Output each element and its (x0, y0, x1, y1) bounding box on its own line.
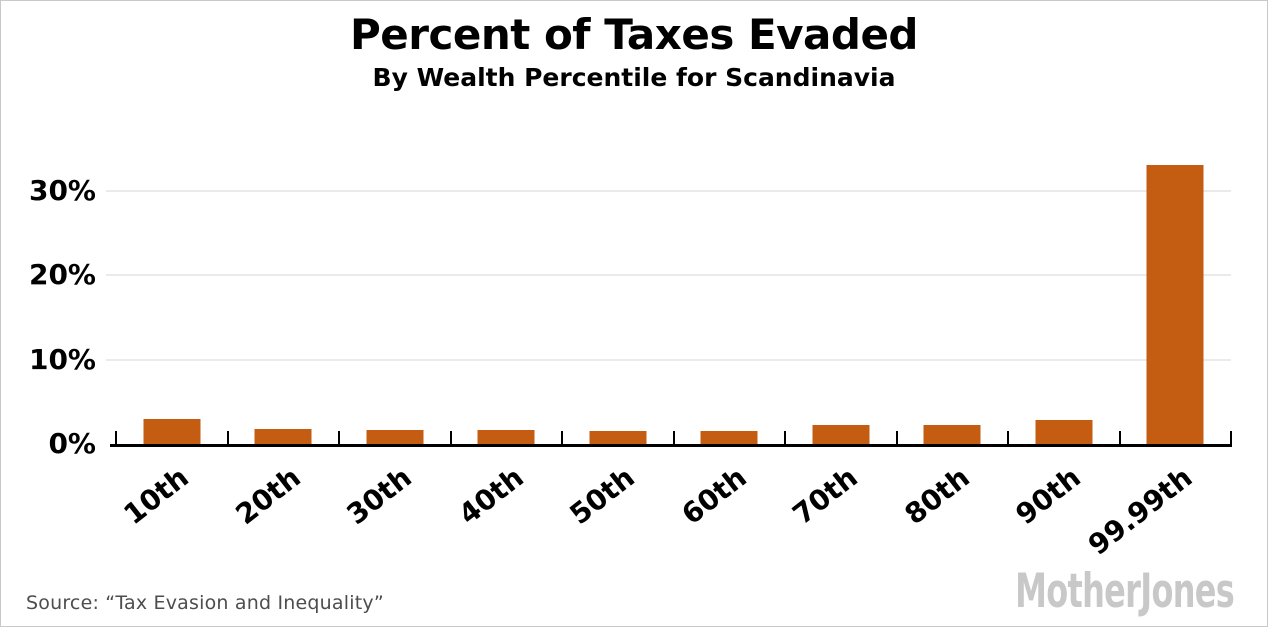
x-tick-label-20th: 20th (229, 460, 307, 532)
bar-slot-60th: 60th (674, 151, 786, 531)
x-tick-label-70th: 70th (786, 460, 865, 532)
bar-slot-10th: 10th (116, 151, 228, 531)
x-axis-tick-4 (561, 431, 563, 444)
x-axis-tick-6 (784, 431, 786, 444)
bar-slot-70th: 70th (785, 151, 897, 531)
bar-slot-30th: 30th (339, 151, 451, 531)
x-axis-tick-3 (449, 431, 452, 444)
bar-40th (477, 429, 535, 444)
bar-slot-50th: 50th (562, 151, 674, 531)
x-axis-line (110, 444, 1232, 447)
plot-area: 0% 10% 20% 30% 10th 20th 30th 40th 50th 60th 70th… (29, 151, 1232, 562)
x-tick-label-10th: 10th (117, 460, 196, 532)
bar-20th (254, 428, 312, 444)
bar-80th (923, 424, 981, 444)
x-tick-label-60th: 60th (675, 460, 753, 532)
y-tick-label-30%: 30% (28, 173, 96, 207)
bar-slot-40th: 40th (451, 151, 563, 531)
x-tick-label-99.99th: 99.99th (1082, 460, 1199, 562)
x-tick-label-90th: 90th (1009, 460, 1088, 532)
x-axis-tick-2 (338, 431, 340, 444)
bar-slot-99.99th: 99.99th (1082, 151, 1232, 562)
x-tick-label-40th: 40th (452, 460, 530, 532)
source-note: Source: “Tax Evasion and Inequality” (26, 592, 384, 614)
bar-50th (589, 430, 647, 444)
gridline-20% (106, 274, 1231, 277)
bar-slot-80th: 80th (897, 151, 1009, 531)
x-axis-tick-1 (226, 431, 229, 444)
x-tick-label-30th: 30th (340, 460, 419, 532)
bar-70th (812, 424, 870, 444)
x-axis-tick-5 (672, 431, 675, 444)
bars-container: 10th 20th 30th 40th 50th 60th 70th 80th 90th 99.9… (116, 151, 1232, 562)
x-axis-tick-0 (115, 431, 117, 444)
y-tick-label-10%: 10% (28, 342, 96, 376)
x-axis-tick-7 (895, 431, 898, 444)
bar-30th (366, 429, 424, 444)
x-axis-tick-8 (1007, 431, 1009, 444)
x-axis-tick-10 (1230, 431, 1232, 444)
x-tick-label-80th: 80th (898, 460, 976, 532)
bar-60th (700, 430, 758, 444)
motherjones-logo: MotherJones (1014, 564, 1235, 619)
chart-subtitle: By Wealth Percentile for Scandinavia (372, 63, 896, 92)
bar-slot-90th: 90th (1008, 151, 1120, 531)
gridline-30% (106, 189, 1231, 192)
gridline-10% (106, 358, 1231, 361)
x-tick-label-50th: 50th (563, 460, 642, 532)
x-axis-tick-9 (1118, 431, 1121, 444)
y-tick-label-0%: 0% (48, 427, 96, 460)
bar-90th (1035, 419, 1093, 444)
y-tick-label-20%: 20% (28, 258, 96, 292)
bar-slot-20th: 20th (228, 151, 340, 531)
bar-99.99th (1146, 165, 1204, 444)
bar-10th (143, 418, 201, 444)
chart-title: Percent of Taxes Evaded (349, 10, 919, 59)
